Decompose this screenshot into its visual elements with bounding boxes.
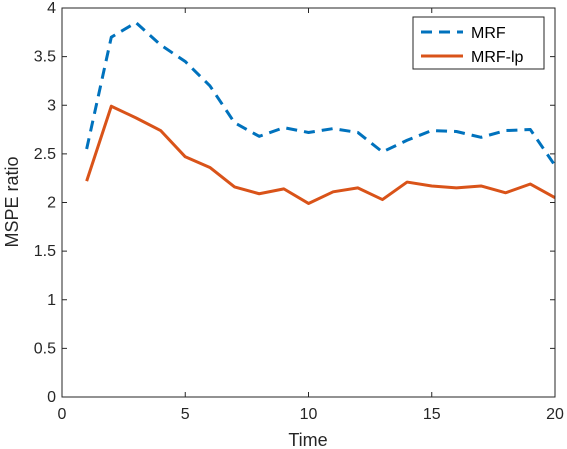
y-axis-label: MSPE ratio (2, 156, 22, 247)
legend-box (412, 16, 545, 70)
series-layer (85, 21, 557, 205)
y-tick-label: 4 (47, 0, 56, 17)
y-tick-label: 2 (47, 195, 56, 212)
legend-label-mrf-lp: MRF-lp (471, 49, 524, 66)
y-tick-label: 3.5 (34, 49, 56, 66)
y-tick-label: 1 (47, 292, 56, 309)
axes (61, 7, 556, 398)
x-tick-label: 5 (181, 406, 190, 423)
x-tick-label: 20 (546, 406, 564, 423)
legend: MRF MRF-lp (412, 16, 545, 70)
y-tick-label: 0 (47, 389, 56, 406)
y-tick-label: 1.5 (34, 243, 56, 260)
series-line-mrf (85, 21, 557, 167)
tick-labels: 0 5 10 15 20 0 0.5 1 1.5 2 2.5 3 3.5 4 (34, 0, 564, 423)
x-axis-label: Time (288, 430, 327, 449)
series-line-mrf-lp (85, 104, 556, 205)
x-tick-label: 15 (423, 406, 441, 423)
x-tick-label: 10 (300, 406, 318, 423)
y-tick-label: 3 (47, 97, 56, 114)
legend-label-mrf: MRF (471, 25, 506, 42)
y-tick-label: 0.5 (34, 340, 56, 357)
x-tick-label: 0 (58, 406, 67, 423)
y-tick-label: 2.5 (34, 146, 56, 163)
